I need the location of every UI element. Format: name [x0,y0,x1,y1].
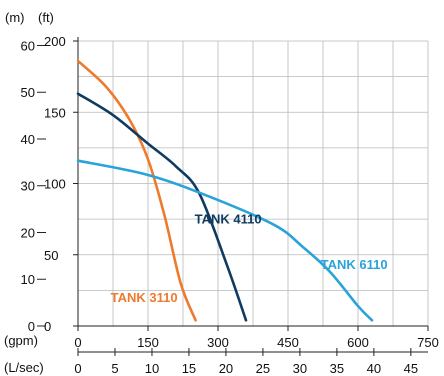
series-label-tank-4110: TANK 4110 [195,211,262,226]
y-tick-label-m: 50 [21,85,35,100]
x-tick-label-lsec: 20 [219,361,233,376]
x-tick-label-gpm: 450 [277,335,299,350]
x-tick-label-lsec: 10 [145,361,159,376]
x-tick-label-lsec: 30 [293,361,307,376]
y-tick-label-m: 40 [21,132,35,147]
series-line-tank-4110 [76,92,248,322]
y-tick-label-m: 10 [21,272,35,287]
series-label-tank-3110: TANK 3110 [111,290,178,305]
x-tick-label-gpm: 300 [207,335,229,350]
x-tick-label-lsec: 25 [256,361,270,376]
series-line-tank-6110 [76,159,374,322]
series-lines [76,59,374,322]
y-unit-ft-label: (ft) [38,10,54,25]
x-unit-lsec-label: (L/sec) [4,360,44,375]
y-tick-label-m: 20 [21,225,35,240]
y-tick-label-ft: 0 [44,319,51,334]
x-tick-label-lsec: 45 [404,361,418,376]
x-tick-label-lsec: 40 [367,361,381,376]
x-tick-label-gpm: 150 [137,335,159,350]
x-unit-gpm-label: (gpm) [4,333,38,348]
y-tick-label-ft: 50 [44,248,58,263]
y-tick-label-m: 60 [21,38,35,53]
axes [77,37,428,353]
x-tick-label-gpm: 600 [347,335,369,350]
x-tick-label-lsec: 35 [330,361,344,376]
x-tick-label-lsec: 5 [111,361,118,376]
y-tick-label-ft: 200 [44,34,66,49]
series-label-tank-6110: TANK 6110 [321,257,388,272]
y-unit-m-label: (m) [5,10,25,25]
x-tick-label-gpm: 0 [74,335,81,350]
y-tick-label-m: 0 [28,319,35,334]
grid-lines [78,40,429,326]
y-tick-label-ft: 150 [44,105,66,120]
x-tick-label-gpm: 750 [417,335,439,350]
series-labels: TANK 3110 TANK 4110 TANK 6110 [111,211,388,304]
y-tick-label-m: 30 [21,179,35,194]
x-tick-label-lsec: 0 [74,361,81,376]
series-line-tank-3110 [76,59,197,322]
x-tick-label-lsec: 15 [182,361,196,376]
y-tick-label-ft: 100 [44,177,66,192]
